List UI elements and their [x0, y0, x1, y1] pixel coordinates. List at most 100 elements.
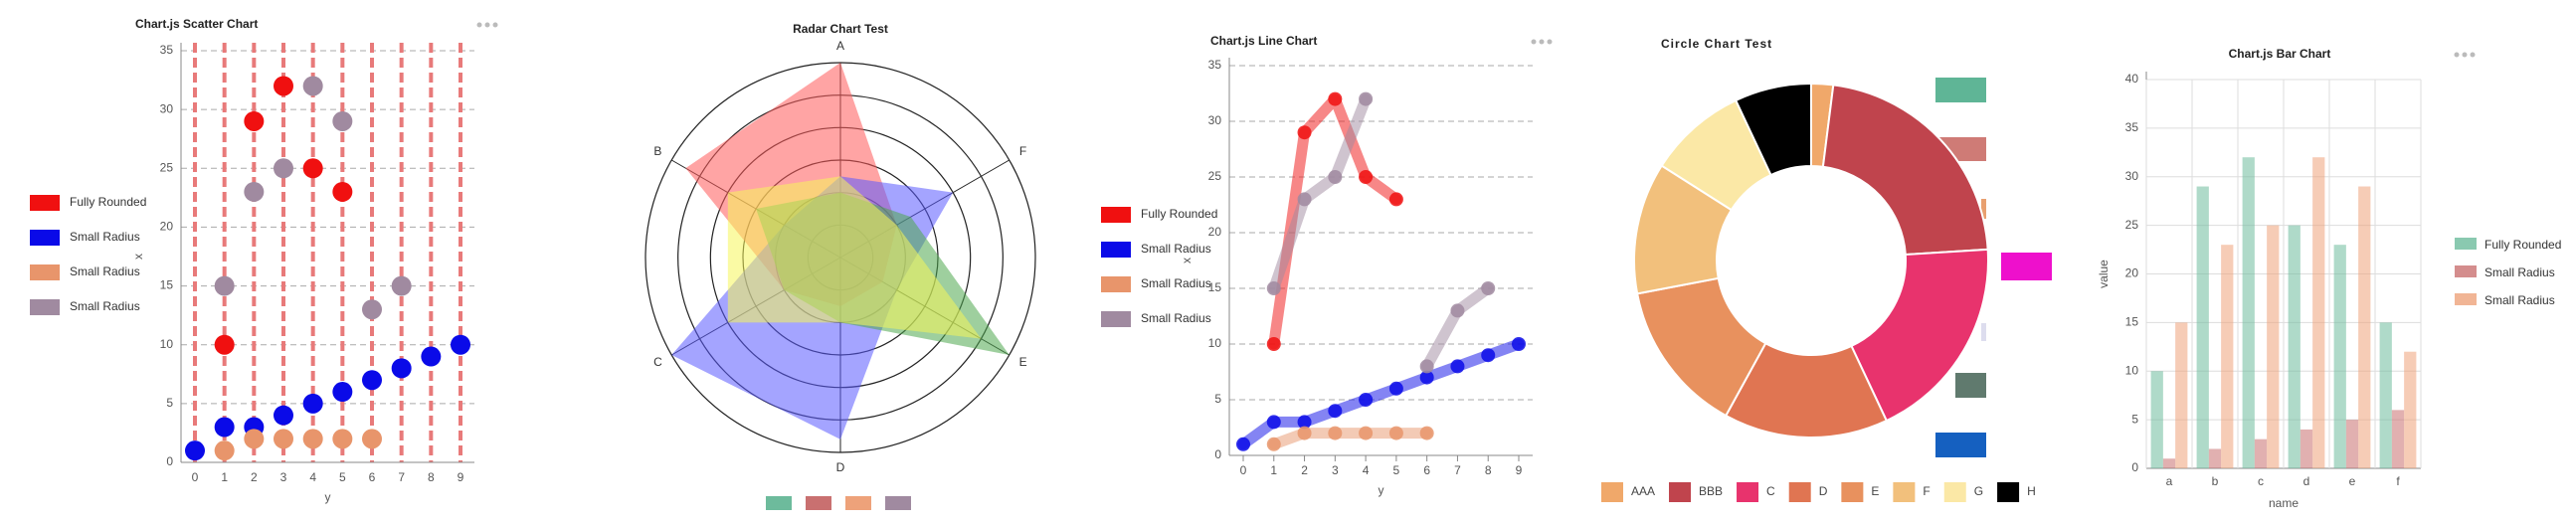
x-tick-label: 5: [339, 470, 346, 484]
axis-label: B: [653, 144, 661, 158]
bar: [2333, 245, 2346, 468]
y-tick-label: 0: [1214, 447, 1221, 461]
point: [1359, 426, 1374, 440]
chart-title: Chart.js Scatter Chart: [135, 17, 258, 31]
point: [244, 181, 265, 202]
x-tick-label: d: [2303, 474, 2310, 488]
legend-label: Small Radius: [70, 299, 140, 313]
x-tick-label: c: [2258, 474, 2264, 488]
point: [244, 429, 265, 449]
point: [1388, 381, 1403, 396]
legend-label: AAA: [1631, 484, 1655, 498]
y-tick-label: 20: [2125, 266, 2139, 280]
legend-swatch: [1893, 482, 1916, 502]
y-tick-label: 5: [1214, 392, 1221, 406]
bar: [2288, 225, 2300, 468]
y-tick-label: 25: [1208, 169, 1222, 183]
legend-swatch: [1101, 242, 1131, 258]
point: [214, 417, 235, 438]
y-tick-label: 0: [166, 454, 173, 468]
swatch: [2001, 253, 2052, 280]
y-tick-label: 35: [1208, 58, 1222, 72]
chart-title: Chart.js Bar Chart: [2229, 47, 2331, 61]
point: [362, 370, 382, 391]
x-tick-label: 2: [1301, 463, 1308, 477]
slice: [1734, 82, 1812, 177]
legend-label: Small Radius: [70, 230, 140, 244]
point: [1481, 281, 1496, 295]
point: [1419, 426, 1434, 440]
x-tick-label: 6: [369, 470, 376, 484]
bar: [2162, 458, 2176, 468]
legend-label: D: [1819, 484, 1828, 498]
y-axis-label: x: [1180, 258, 1194, 264]
y-tick-label: 5: [2131, 412, 2138, 426]
legend-label: F: [1923, 484, 1930, 498]
axis-label: A: [836, 39, 844, 53]
point: [1450, 359, 1465, 374]
legend-label: Small Radius: [2484, 293, 2555, 307]
y-tick-label: 10: [160, 337, 174, 351]
menu-dot: [492, 22, 498, 28]
y-tick-label: 20: [160, 220, 174, 234]
point: [1328, 91, 1343, 106]
bar: [2358, 186, 2371, 468]
point: [362, 299, 382, 320]
x-tick-label: 4: [309, 470, 316, 484]
legend-label: Fully Rounded: [2484, 238, 2561, 252]
point: [1359, 393, 1374, 407]
point: [1359, 170, 1374, 184]
legend-swatch: [806, 496, 831, 510]
line: [1237, 338, 1525, 450]
point: [1266, 337, 1281, 351]
menu-dot: [2462, 52, 2468, 58]
x-tick-label: 0: [192, 470, 199, 484]
radar-area: [727, 176, 982, 339]
legend-swatch: [1841, 482, 1864, 502]
legend-swatch: [2455, 238, 2477, 250]
point: [302, 76, 323, 96]
y-tick-label: 35: [2125, 120, 2139, 134]
legend-swatch: [1737, 482, 1759, 502]
legend-label: Fully Rounded: [1141, 207, 1217, 221]
x-tick-label: 8: [1485, 463, 1492, 477]
legend-swatch: [766, 496, 792, 510]
bar: [2267, 225, 2280, 468]
menu-dot: [1531, 39, 1537, 45]
x-axis-label: y: [1379, 483, 1384, 497]
legend-label: Fully Rounded: [70, 195, 146, 209]
point: [1481, 348, 1496, 363]
bar: [2221, 245, 2234, 468]
swatch: [1935, 433, 1986, 457]
x-tick-label: b: [2212, 474, 2219, 488]
x-tick-label: 9: [458, 470, 464, 484]
legend-swatch: [30, 195, 60, 211]
chart-title: Chart.js Line Chart: [1210, 34, 1317, 48]
point: [1297, 125, 1312, 140]
chart-title: Circle Chart Test: [1661, 37, 1772, 51]
legend-swatch: [1601, 482, 1623, 502]
point: [1328, 404, 1343, 419]
swatch: [1981, 323, 1986, 341]
x-tick-label: 7: [398, 470, 405, 484]
point: [451, 334, 470, 355]
legend-label: H: [2027, 484, 2036, 498]
point: [274, 429, 293, 449]
legend-swatch: [1101, 207, 1131, 223]
y-tick-label: 20: [1208, 225, 1222, 239]
y-tick-label: 15: [1208, 280, 1222, 294]
y-tick-label: 25: [2125, 218, 2139, 232]
menu-dot: [2454, 52, 2460, 58]
point: [332, 382, 353, 403]
bar: [2150, 371, 2163, 468]
bar: [2196, 186, 2209, 468]
point: [1388, 192, 1403, 207]
point: [332, 110, 353, 131]
legend-swatch: [1997, 482, 2020, 502]
x-tick-label: 3: [280, 470, 287, 484]
point: [421, 346, 442, 367]
bar: [2175, 322, 2188, 468]
legend-swatch: [1788, 482, 1811, 502]
legend-label: G: [1974, 484, 1983, 498]
